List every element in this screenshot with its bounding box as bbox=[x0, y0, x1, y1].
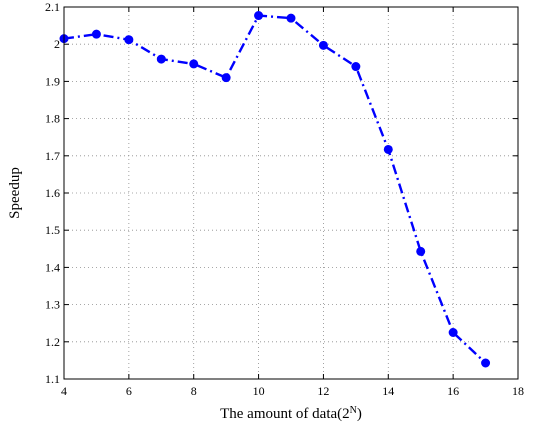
y-tick-label: 1.7 bbox=[45, 149, 60, 163]
x-axis-label-superscript: N bbox=[350, 405, 357, 416]
data-point bbox=[91, 29, 101, 39]
series-line bbox=[63, 14, 487, 364]
x-tick-label: 6 bbox=[126, 384, 132, 398]
plot-frame bbox=[63, 6, 519, 380]
y-tick-label: 2.1 bbox=[45, 0, 60, 14]
y-tick-label: 1.3 bbox=[45, 298, 60, 312]
x-axis-label-main: The amount of data(2 bbox=[220, 406, 350, 422]
y-tick-label: 1.5 bbox=[45, 223, 60, 237]
data-point bbox=[481, 358, 491, 368]
data-point bbox=[286, 13, 296, 23]
data-point bbox=[383, 144, 393, 154]
y-tick-label: 2 bbox=[54, 37, 60, 51]
y-tick-label: 1.4 bbox=[45, 260, 60, 274]
data-point bbox=[448, 328, 458, 337]
series-layer bbox=[59, 11, 491, 368]
y-tick-label: 1.6 bbox=[45, 186, 60, 200]
labels-layer: The amount of data(2N) Speedup bbox=[7, 167, 362, 422]
data-point bbox=[318, 40, 328, 50]
x-tick-label: 12 bbox=[317, 384, 329, 398]
data-point bbox=[156, 54, 166, 64]
data-point bbox=[254, 11, 264, 21]
y-tick-label: 1.8 bbox=[45, 112, 60, 126]
data-point bbox=[221, 73, 231, 83]
x-axis-label-close: ) bbox=[357, 406, 362, 422]
y-tick-label: 1.2 bbox=[45, 335, 60, 349]
y-tick-label: 1.1 bbox=[45, 372, 60, 386]
x-tick-label: 8 bbox=[191, 384, 197, 398]
x-tick-label: 4 bbox=[61, 384, 67, 398]
x-tick-label: 18 bbox=[512, 384, 524, 398]
x-axis-label: The amount of data(2N) bbox=[220, 405, 362, 423]
y-tick-label: 1.9 bbox=[45, 74, 60, 88]
data-point bbox=[351, 62, 361, 72]
x-tick-label: 14 bbox=[382, 384, 394, 398]
x-tick-label: 10 bbox=[253, 384, 265, 398]
data-point bbox=[416, 246, 426, 256]
data-point bbox=[189, 59, 199, 69]
ticks-layer: 4 6 8 10 12 14 16 18 1.1 1.2 1.3 1.4 1.5 1.6 1.7 1.8 1.9… bbox=[45, 0, 524, 398]
x-tick-label: 16 bbox=[447, 384, 459, 398]
data-point bbox=[124, 35, 134, 45]
y-axis-label: Speedup bbox=[7, 167, 23, 219]
